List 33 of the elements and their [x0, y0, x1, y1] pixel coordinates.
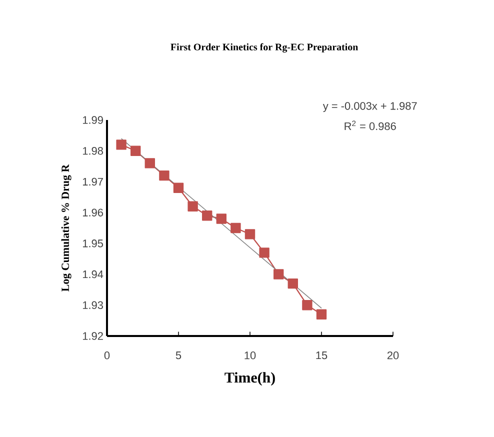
point	[188, 201, 198, 212]
x-tick-label: 20	[387, 352, 399, 360]
point	[259, 248, 270, 258]
text: y = -0.003x + 1.987	[322, 102, 417, 112]
point	[230, 222, 241, 234]
y-tick-label: 1.99	[82, 116, 103, 124]
point	[216, 214, 226, 224]
x-tick-label: 0	[104, 352, 110, 360]
annotation: R$^{2}$ = 0.986	[344, 120, 396, 130]
x-tick-label: 10	[244, 352, 256, 360]
point	[202, 210, 212, 221]
point	[173, 182, 184, 193]
point	[274, 269, 284, 280]
y-tick-label: 1.96	[82, 208, 103, 216]
point	[130, 146, 141, 156]
y-axis-title: Log Cumulative % Drug R	[61, 164, 72, 292]
point	[302, 300, 312, 310]
point	[288, 278, 298, 289]
y-tick-label: 1.94	[82, 270, 104, 278]
x-tick-label: 15	[316, 352, 328, 360]
point	[144, 158, 155, 168]
y-tick-label: 1.92	[82, 332, 103, 340]
y-tick-label: 1.93	[82, 301, 103, 310]
y-tick-label: 1.98	[82, 146, 103, 155]
y-tick-label: 1.95	[82, 240, 104, 248]
x-tick-label: 5	[176, 352, 182, 360]
point	[244, 229, 256, 240]
point	[159, 170, 170, 181]
y-tick-label: 1.97	[82, 178, 103, 186]
point	[316, 309, 327, 320]
x-axis-title: Time(h)	[224, 372, 275, 386]
chart-title: First Order Kinetics for Rg-EC Preparation	[170, 43, 358, 53]
point	[116, 140, 126, 150]
